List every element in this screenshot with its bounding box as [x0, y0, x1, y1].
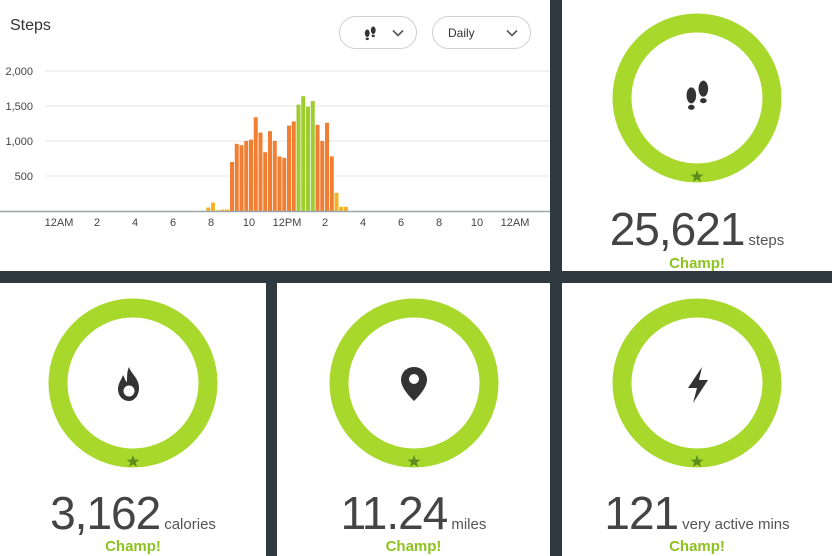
x-tick-label: 6 [170, 217, 176, 229]
bar [206, 207, 211, 211]
steps-champ-badge: Champ! [669, 255, 725, 271]
calories-unit: calories [164, 516, 216, 533]
bar [249, 139, 253, 211]
bar [315, 124, 320, 211]
bar [211, 202, 215, 211]
x-tick-label: 2 [322, 217, 328, 229]
bar [296, 104, 301, 211]
x-tick-label: 8 [208, 217, 214, 229]
active-minutes-unit: very active mins [682, 516, 790, 533]
period-dropdown-label: Daily [448, 26, 475, 40]
bar [234, 143, 239, 211]
active-minutes-champ-badge: Champ! [669, 538, 725, 555]
x-tick-label: 12AM [45, 217, 74, 229]
active-minutes-value: 121 [604, 487, 679, 539]
bar [272, 141, 277, 211]
distance-unit: miles [451, 516, 487, 533]
y-tick-label: 1,500 [5, 101, 33, 113]
bar [325, 122, 329, 211]
bar [268, 131, 272, 211]
calories-value-line: 3,162 calories [0, 486, 266, 540]
x-tick-label: 12AM [501, 217, 530, 229]
x-tick-label: 12PM [273, 217, 302, 229]
distance-stat-card[interactable]: 11.24 miles Champ! [277, 283, 550, 556]
bar [287, 125, 291, 211]
distance-champ-badge: Champ! [385, 538, 442, 555]
bar [220, 209, 225, 211]
bar [301, 96, 306, 211]
flame-icon [113, 365, 145, 408]
steps-value-line: 25,621 steps [562, 202, 832, 256]
footprints-icon [682, 79, 714, 122]
star-icon [126, 455, 140, 467]
steps-bar-chart: 500 1,000 1,500 2,000 12AM 2 4 6 8 10 12PM 2 4 6 8 10 12… [0, 66, 550, 229]
star-icon [690, 455, 704, 467]
star-icon [690, 170, 704, 182]
goal-ring [612, 298, 782, 468]
x-tick-label: 8 [436, 217, 442, 229]
period-dropdown[interactable]: Daily [432, 16, 531, 49]
steps-value: 25,621 [609, 203, 746, 255]
goal-ring [329, 298, 498, 468]
bar [244, 141, 249, 211]
bar [282, 157, 287, 211]
bar [215, 210, 220, 211]
bar [334, 192, 339, 211]
x-tick-label: 10 [243, 217, 255, 229]
x-tick-label: 4 [360, 217, 366, 229]
x-tick-label: 6 [398, 217, 404, 229]
bar [253, 117, 258, 211]
y-tick-label: 2,000 [5, 66, 33, 78]
calories-value: 3,162 [50, 487, 161, 539]
y-tick-label: 1,000 [5, 136, 33, 148]
bar [225, 209, 230, 211]
bar [320, 141, 325, 211]
bar [339, 206, 344, 211]
goal-ring [612, 13, 782, 183]
active-minutes-value-line: 121 very active mins [562, 486, 832, 540]
y-tick-label: 500 [15, 171, 33, 183]
steps-chart-card: Steps Daily 500 1,000 1,500 2,000 12AM 2 4 6 8 10… [0, 0, 550, 271]
bar [344, 206, 348, 211]
x-tick-label: 4 [132, 217, 138, 229]
goal-ring [48, 298, 218, 468]
bar [291, 121, 296, 211]
x-tick-label: 10 [471, 217, 483, 229]
distance-value-line: 11.24 miles [277, 486, 550, 540]
steps-stat-card[interactable]: 25,621 steps Champ! [562, 0, 832, 271]
footprints-icon [362, 25, 380, 46]
bar [329, 156, 334, 211]
bar [310, 101, 315, 211]
bar [306, 106, 310, 211]
bar [277, 156, 282, 211]
active-minutes-stat-card[interactable]: 121 very active mins Champ! [562, 283, 832, 556]
bar [258, 132, 263, 211]
chevron-down-icon [506, 27, 518, 42]
star-icon [406, 455, 421, 467]
bar [230, 162, 234, 211]
chevron-down-icon [392, 27, 404, 42]
bar [263, 152, 268, 211]
activity-type-dropdown[interactable] [339, 16, 417, 49]
steps-unit: steps [748, 232, 785, 249]
lightning-bolt-icon [683, 365, 713, 410]
location-pin-icon [399, 365, 429, 408]
calories-stat-card[interactable]: 3,162 calories Champ! [0, 283, 266, 556]
calories-champ-badge: Champ! [105, 538, 161, 555]
chart-title: Steps [10, 17, 51, 34]
bar [239, 145, 244, 211]
x-tick-label: 2 [94, 217, 100, 229]
distance-value: 11.24 [340, 487, 449, 539]
